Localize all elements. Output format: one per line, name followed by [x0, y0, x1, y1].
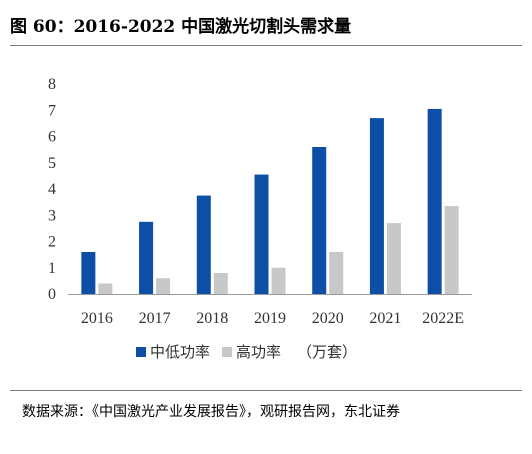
bar-mid-low-power: [196, 195, 211, 294]
legend-swatch: [222, 347, 232, 357]
bar-high-power: [156, 278, 171, 294]
bar-high-power: [329, 252, 344, 294]
legend-swatch: [136, 347, 146, 357]
y-tick-label: 3: [48, 207, 56, 224]
bar-high-power: [271, 267, 286, 294]
x-tick-label: 2021: [369, 310, 401, 327]
x-tick-label: 2017: [139, 310, 171, 327]
bar-mid-low-power: [369, 118, 384, 294]
bar-mid-low-power: [312, 147, 327, 294]
source-divider: [10, 390, 522, 391]
bars: [81, 108, 459, 294]
y-tick-label: 5: [48, 155, 56, 172]
bar-mid-low-power: [427, 108, 442, 294]
bar-high-power: [213, 273, 228, 294]
figure-title: 图 60：2016-2022 中国激光切割头需求量: [10, 17, 352, 37]
bar-mid-low-power: [81, 252, 96, 294]
x-tick-label: 2016: [81, 310, 113, 327]
x-axis: 2016 2017 2018 2019 2020 2021 2022E: [81, 310, 464, 327]
legend-label: 高功率: [236, 343, 281, 361]
y-tick-label: 2: [48, 234, 56, 251]
x-tick-label: 2019: [254, 310, 286, 327]
y-tick-label: 8: [48, 76, 56, 93]
legend: 中低功率 高功率 （万套）: [136, 343, 357, 361]
bar-high-power: [444, 206, 459, 294]
y-tick-label: 6: [48, 129, 56, 146]
y-tick-label: 0: [48, 286, 56, 303]
bar-mid-low-power: [254, 174, 269, 294]
x-tick-label: 2022E: [422, 310, 464, 327]
y-tick-label: 4: [48, 181, 56, 198]
unit-label: （万套）: [297, 343, 357, 361]
x-tick-label: 2020: [312, 310, 344, 327]
y-tick-label: 1: [48, 260, 56, 277]
legend-label: 中低功率: [150, 343, 210, 361]
bar-mid-low-power: [139, 221, 154, 294]
bar-high-power: [386, 223, 401, 294]
source-note: 数据来源：《中国激光产业发展报告》，观研报告网，东北证券: [22, 404, 400, 420]
y-axis: 0 1 2 3 4 5 6 7 8: [48, 76, 56, 303]
x-tick-label: 2018: [196, 310, 228, 327]
title-divider: [10, 45, 522, 46]
y-tick-label: 7: [48, 102, 56, 119]
bar-high-power: [98, 283, 113, 294]
